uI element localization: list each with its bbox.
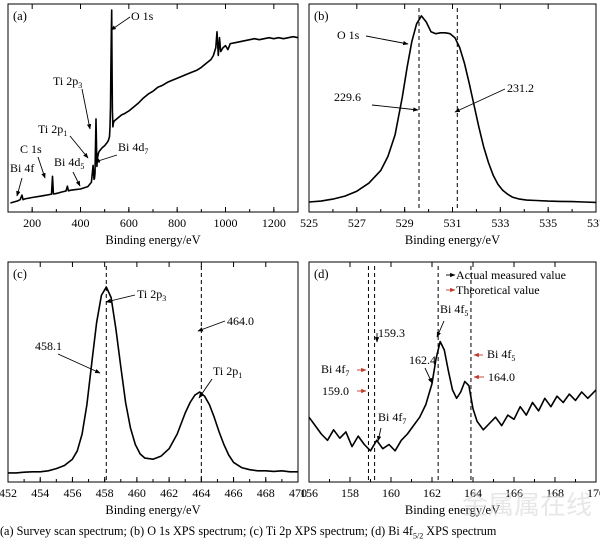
- tick-label: 452: [0, 486, 17, 500]
- spectrum-line: [308, 15, 597, 204]
- label-229-6: 229.6: [334, 90, 361, 104]
- label-ti2p3: Ti 2p3: [53, 74, 82, 90]
- label-464-0: 464.0: [227, 314, 254, 328]
- tick-label: 160: [382, 486, 400, 500]
- tick-label: 200: [23, 216, 41, 230]
- label-bi4f5-measured: Bi 4f5: [440, 302, 468, 318]
- arrow-o1s: [110, 16, 131, 31]
- label-458-1: 458.1: [35, 339, 62, 353]
- plot-frame: [308, 261, 597, 483]
- tick-label: 537: [587, 216, 600, 230]
- tick-label: 158: [341, 486, 359, 500]
- tick-label: 466: [225, 486, 243, 500]
- tick-label: 458: [96, 486, 114, 500]
- caption-subscript: 5/2: [412, 531, 424, 541]
- label-bi4d7: Bi 4d7: [118, 140, 148, 156]
- label-231-2: 231.2: [507, 81, 534, 95]
- spectrum-line: [8, 286, 298, 474]
- arrow-bi4d7: [94, 154, 118, 163]
- label-159-3: 159.3: [378, 326, 405, 340]
- spectrum-line: [10, 9, 299, 204]
- tick-label: 600: [120, 216, 138, 230]
- tick-label: 535: [539, 216, 557, 230]
- panel-label: (a): [13, 9, 27, 23]
- tick-label: 531: [444, 216, 462, 230]
- tick-label: 525: [300, 216, 318, 230]
- tick-label: 170: [587, 486, 600, 500]
- label-bi4f7-measured: Bi 4f7: [378, 410, 406, 426]
- tick-label: 470: [289, 486, 307, 500]
- label-o1s: O 1s: [131, 9, 154, 23]
- legend-measured: Actual measured value: [456, 268, 566, 282]
- tick-label: 156: [300, 486, 318, 500]
- arrow-bi4f: [16, 177, 23, 197]
- arrow-229-6: [371, 104, 419, 112]
- label-ti2p1: Ti 2p1: [213, 364, 242, 380]
- x-axis-label: Binding energy/eV: [105, 233, 200, 247]
- arrow-458-1: [57, 353, 101, 374]
- arrow-bi4f7-measured: [376, 427, 382, 442]
- tick-label: 468: [257, 486, 275, 500]
- arrow-ti2p3: [81, 88, 92, 130]
- tick-label: 1000: [214, 216, 238, 230]
- tick-label: 460: [128, 486, 146, 500]
- tick-label: 1200: [262, 216, 286, 230]
- tick-label: 527: [348, 216, 366, 230]
- arrow-162-4: [424, 367, 433, 384]
- label-bi4f7-theoretical: Bi 4f7: [321, 362, 349, 378]
- watermark-logo: 金属属在线: [461, 491, 592, 521]
- arrow-bi4d5: [72, 171, 81, 187]
- tick-label: 800: [168, 216, 186, 230]
- label-164-0: 164.0: [488, 370, 515, 384]
- tick-label: 162: [423, 486, 441, 500]
- tick-label: 454: [31, 486, 49, 500]
- x-axis-label: Binding energy/eV: [405, 503, 500, 517]
- legend-theoretical: Theoretical value: [456, 283, 540, 297]
- label-162-4: 162.4: [409, 353, 436, 367]
- arrow-ti2p1: [198, 378, 213, 399]
- arrow-c1s: [37, 156, 46, 179]
- arrow-464-0: [197, 320, 226, 332]
- tick-label: 464: [192, 486, 210, 500]
- tick-label: 400: [72, 216, 90, 230]
- tick-label: 168: [546, 486, 564, 500]
- arrow-231-2: [454, 88, 506, 113]
- spectrum-line: [308, 340, 597, 452]
- x-axis-label: Binding energy/eV: [105, 503, 200, 517]
- tick-label: 462: [160, 486, 178, 500]
- figure-caption: (a) Survey scan spectrum; (b) O 1s XPS s…: [0, 520, 600, 542]
- panel-c: 452 454 456 458 460 462 464 466 468 470 Binding en…: [0, 261, 307, 517]
- arrow-o1s: [365, 35, 409, 46]
- panel-label: (c): [13, 267, 27, 281]
- label-c1s: C 1s: [20, 142, 42, 156]
- panel-b: 525 527 529 531 533 535 537 Binding energy/eV (b…: [300, 3, 600, 247]
- panel-label: (b): [314, 9, 329, 23]
- label-bi4d5: Bi 4d5: [54, 155, 84, 171]
- tick-label: 533: [491, 216, 509, 230]
- arrow-ti2p1: [69, 135, 89, 159]
- caption-text-2: XPS spectrum: [423, 524, 497, 538]
- tick-label: 456: [63, 486, 81, 500]
- panel-d: 156 158 160 162 164 166 168 170 Binding energy/e…: [300, 261, 600, 517]
- tick-label: 164: [464, 486, 482, 500]
- caption-text-1: (a) Survey scan spectrum; (b) O 1s XPS s…: [0, 524, 413, 538]
- arrow-bi4f5-measured: [436, 320, 445, 338]
- label-ti2p3: Ti 2p3: [137, 287, 166, 303]
- label-159-0: 159.0: [322, 384, 349, 398]
- label-bi4f: Bi 4f: [10, 161, 34, 175]
- panel-a: 200 400 600 800 1000 1200 Binding energy/eV (a): [7, 3, 299, 247]
- tick-label: 529: [396, 216, 414, 230]
- label-ti2p1: Ti 2p1: [38, 122, 67, 138]
- panel-label: (d): [314, 267, 329, 281]
- label-o1s: O 1s: [337, 28, 360, 42]
- label-bi4f5-theoretical: Bi 4f5: [487, 347, 515, 363]
- arrow-ti2p3: [105, 294, 136, 303]
- x-axis-label: Binding energy/eV: [405, 233, 500, 247]
- tick-label: 166: [505, 486, 523, 500]
